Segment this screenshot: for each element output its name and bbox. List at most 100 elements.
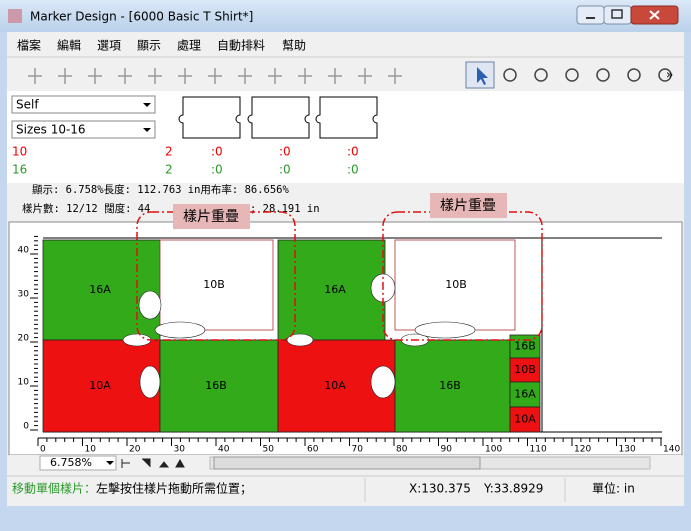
piece-label: 16B — [439, 379, 461, 392]
menu-bar: 檔案 編輯 選項 顯示 處理 自動排料 幫助 — [17, 38, 306, 53]
dropdown-value: Sizes 10-16 — [16, 123, 86, 137]
pattern-piece — [159, 239, 274, 331]
ruler-label: 40 — [218, 445, 230, 455]
ruler-label: 20 — [129, 445, 141, 455]
tool-icon — [658, 68, 672, 82]
size-row-cell: 10 — [12, 145, 27, 159]
menu-item[interactable]: 自動排料 — [217, 39, 265, 53]
annotation-label: 樣片重疊 — [440, 197, 496, 214]
tool-icon — [208, 68, 222, 84]
tool-icon — [268, 68, 282, 84]
ruler-label: 40 — [18, 246, 30, 256]
dropdown-arrow — [143, 128, 151, 132]
ruler-label: 10 — [85, 445, 97, 455]
ruler-label: 80 — [396, 445, 408, 455]
window-title: Marker Design - [6000 Basic T Shirt*] — [30, 10, 253, 24]
piece-notch — [286, 333, 314, 347]
menu-item[interactable]: 處理 — [177, 39, 201, 53]
dropdown[interactable] — [11, 120, 156, 139]
zoom-combo[interactable] — [39, 455, 117, 471]
maximize-button[interactable] — [603, 5, 632, 25]
annotation-label: 樣片重疊 — [183, 208, 239, 225]
size-row-cell: :0 — [279, 145, 291, 159]
panel-content: Self Sizes 10-16 10 2:0:0:0 16 2:0:0:0 — [11, 95, 378, 177]
menu-item[interactable]: 顯示 — [137, 39, 161, 53]
tool-icon — [565, 68, 579, 82]
ruler-label: 10 — [18, 378, 30, 388]
pattern-piece — [277, 239, 386, 341]
ruler-label: 20 — [18, 334, 30, 344]
piece-label: 16A — [89, 283, 111, 296]
scroll-thumb[interactable] — [213, 456, 481, 470]
minimize-button[interactable] — [576, 5, 605, 25]
piece-label: 10A — [514, 413, 536, 426]
piece-notch — [139, 365, 161, 399]
annotation-box — [173, 204, 250, 229]
tool-icon — [88, 68, 102, 84]
ruler-label: 30 — [174, 445, 186, 455]
ruler-label: 110 — [530, 445, 547, 455]
size-row-cell: :0 — [279, 163, 291, 177]
tool-icon — [118, 68, 132, 84]
size-row-cell: 2 — [165, 163, 173, 177]
ruler-label: 90 — [441, 445, 453, 455]
status-x: X:130.375 — [409, 482, 471, 496]
menu-item[interactable]: 幫助 — [282, 38, 306, 53]
piece-thumbnail — [315, 96, 378, 139]
pattern-piece — [509, 357, 541, 383]
tool-icon — [503, 68, 517, 82]
piece-label: 10B — [514, 363, 536, 376]
ruler-label: 130 — [619, 445, 636, 455]
status-unit: 單位: in — [592, 481, 635, 496]
zoom-value: 6.758% — [50, 456, 92, 469]
ruler-label: 70 — [352, 445, 364, 455]
ruler-left — [10, 223, 38, 437]
size-row-cell: :0 — [211, 163, 223, 177]
tool-icon — [477, 67, 488, 85]
tool-icon — [148, 68, 162, 84]
menu-item[interactable]: 檔案 — [17, 38, 41, 53]
ruler-label: 0 — [23, 422, 29, 432]
tool-icon — [178, 68, 192, 84]
info-line: 顯示: 6.758%長度: 112.763 in用布率: 86.656% — [32, 183, 290, 196]
tool-icon — [534, 68, 548, 82]
tool-icon — [58, 68, 72, 84]
annotation-box — [430, 193, 507, 218]
size-row-cell: :0 — [347, 163, 359, 177]
piece-thumbnail — [247, 96, 310, 139]
ruler-label: 30 — [18, 290, 30, 300]
pattern-piece — [509, 406, 541, 433]
piece-label: 10A — [324, 379, 346, 392]
title-bar — [0, 0, 691, 32]
piece-label: 10B — [445, 278, 467, 291]
piece-label: 16A — [514, 388, 536, 401]
tool-icon — [298, 68, 312, 84]
dropdown-arrow — [143, 103, 151, 107]
ruler-label: 100 — [485, 445, 502, 455]
menu-item[interactable]: 編輯 — [57, 38, 81, 53]
size-row-cell: 16 — [12, 163, 27, 177]
size-row-cell: :0 — [211, 145, 223, 159]
tool-icon — [596, 68, 610, 82]
app-icon — [8, 9, 22, 23]
piece-label: 16A — [324, 283, 346, 296]
ruler-label: 50 — [263, 445, 275, 455]
menu-item[interactable]: 選項 — [97, 39, 121, 53]
piece-label: 10B — [203, 278, 225, 291]
piece-notch — [414, 321, 476, 339]
ruler-label: 60 — [307, 445, 319, 455]
piece-notch — [138, 290, 162, 320]
tool-icon — [627, 68, 641, 82]
status-y: Y:33.8929 — [483, 482, 543, 496]
tool-icon — [28, 68, 42, 84]
piece-label: 16B — [514, 340, 536, 353]
piece-thumbnail — [178, 96, 241, 139]
pattern-piece — [42, 239, 161, 341]
info-line: 樣片數: 12/12 闊度: 44 — [22, 202, 150, 215]
dropdown-value: Self — [16, 98, 39, 112]
tool-icon — [358, 68, 372, 84]
dropdown[interactable] — [11, 95, 156, 114]
ruler-label: 0 — [40, 445, 46, 455]
pattern-piece — [394, 239, 516, 331]
